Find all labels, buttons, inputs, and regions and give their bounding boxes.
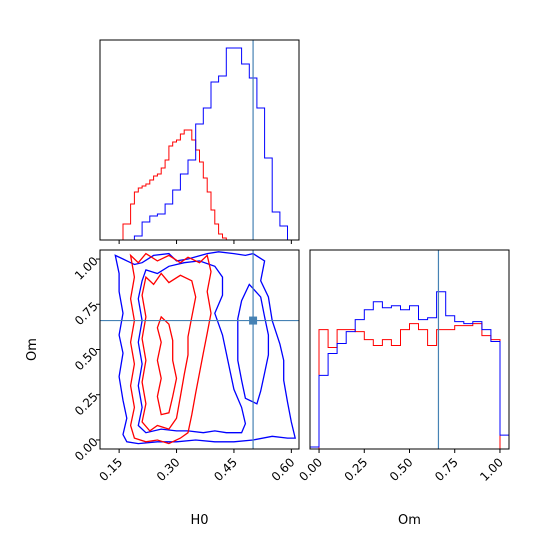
axis-labels: H0 Om Om	[25, 338, 421, 528]
contour-group	[114, 251, 297, 445]
contour-red-5	[156, 315, 178, 416]
contour-blue-0	[114, 251, 297, 445]
h0-axis-label: H0	[190, 513, 208, 528]
om-y-axis-label: Om	[25, 338, 40, 361]
h0-hist-series-blue	[133, 47, 288, 240]
h0-histogram-panel	[99, 39, 300, 244]
contour-red-3	[129, 252, 212, 445]
contour-red-4	[141, 272, 197, 432]
om-hist-series-red	[318, 323, 501, 449]
om-hist-series-blue	[309, 291, 510, 449]
contour-blue-1	[137, 260, 247, 434]
truth-marker	[249, 316, 258, 325]
h0-hist-frame	[99, 39, 300, 241]
om-axis-label: Om	[398, 513, 421, 528]
contour-blue-2	[237, 283, 270, 405]
h0-hist-series-red	[122, 129, 227, 240]
